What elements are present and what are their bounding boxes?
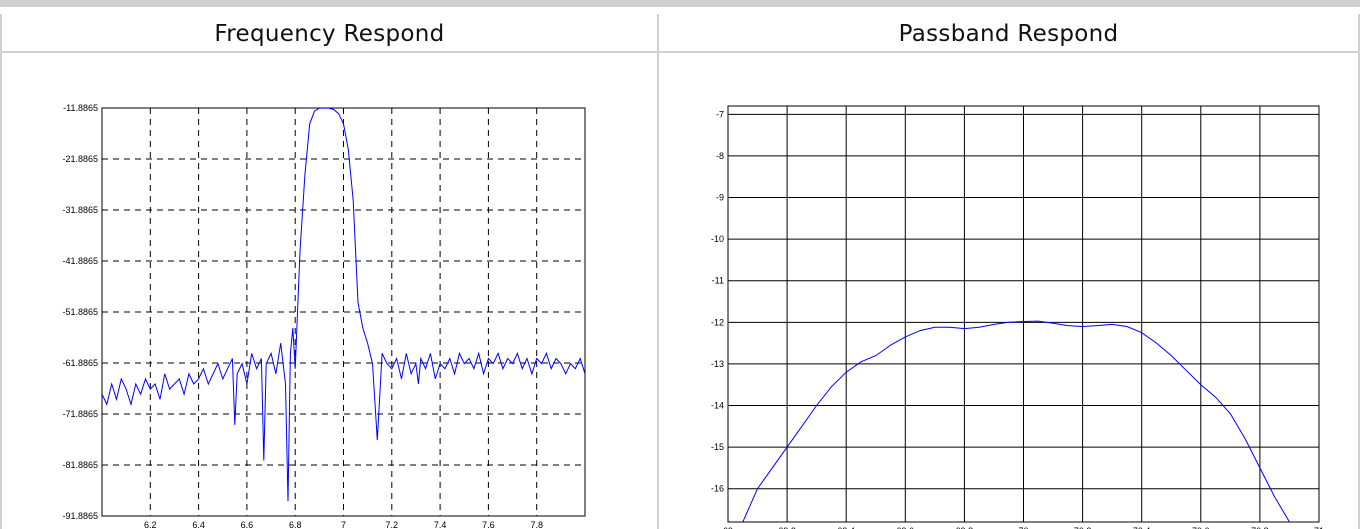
- y-tick-label: -15: [711, 442, 724, 452]
- y-tick-label: -9: [716, 193, 724, 203]
- y-tick-label: -13: [711, 359, 724, 369]
- y-tick-label: -31.8865: [62, 205, 98, 215]
- y-tick-label: -8: [716, 151, 724, 161]
- y-tick-label: -10: [711, 234, 724, 244]
- y-tick-label: -81.8865: [62, 460, 98, 470]
- y-tick-label: -51.8865: [62, 307, 98, 317]
- y-tick-label: -71.8865: [62, 409, 98, 419]
- y-tick-label: -7: [716, 109, 724, 119]
- x-tick-label: 7: [341, 520, 346, 529]
- y-tick-label: -91.8865: [62, 511, 98, 521]
- series-line: [102, 108, 585, 502]
- x-tick-label: 6.8: [289, 520, 302, 529]
- y-tick-label: -14: [711, 401, 724, 411]
- y-tick-label: -41.8865: [62, 256, 98, 266]
- grid: [102, 107, 585, 517]
- x-tick-label: 6.2: [144, 520, 157, 529]
- y-tick-label: -11: [712, 276, 724, 286]
- y-tick-label: -61.8865: [62, 358, 98, 368]
- series-line: [742, 320, 1290, 522]
- x-tick-label: 7.6: [482, 520, 495, 529]
- x-tick-label: 7.2: [386, 520, 399, 529]
- x-tick-label: 6.6: [241, 520, 254, 529]
- passband-panel: Passband Respond -7 -8 -9 -10 -11 -12 -13 -14 -1…: [657, 14, 1360, 529]
- y-tick-label: -12: [711, 317, 724, 327]
- passband-panel-title: Passband Respond: [659, 14, 1358, 53]
- frequency-panel: Frequency Respond -11.8865 -21.8865 -31.88…: [0, 14, 657, 529]
- y-tick-label: -11.8865: [63, 103, 98, 113]
- y-tick-label: -16: [711, 484, 724, 494]
- x-tick-label: 7.4: [434, 520, 447, 529]
- y-tick-label: -21.8865: [62, 154, 98, 164]
- passband-chart: -7-8-9-10-11-12-13-14-15-166969.269.469.…: [711, 105, 1324, 529]
- frequency-chart: -11.8865 -21.8865 -31.8865 -41.8865 -51.8865…: [62, 103, 586, 529]
- x-tick-label: 6.4: [192, 520, 205, 529]
- frequency-panel-title: Frequency Respond: [2, 14, 657, 53]
- x-tick-label: 7.8: [530, 520, 543, 529]
- grid: [727, 106, 1320, 522]
- plot-frame: [101, 107, 586, 517]
